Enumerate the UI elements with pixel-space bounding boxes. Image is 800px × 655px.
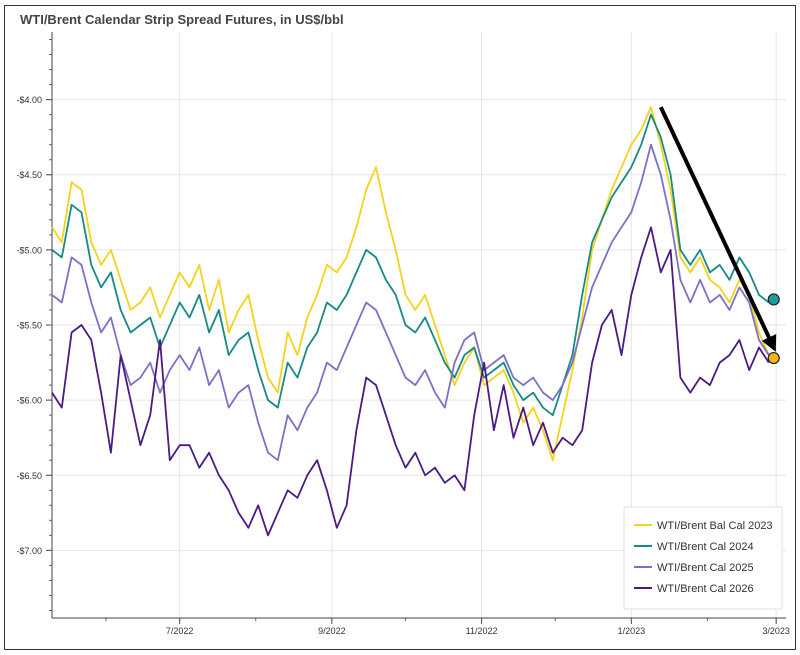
y-tick-label: -$4.50 [16, 170, 42, 180]
legend-label: WTI/Brent Cal 2026 [657, 583, 754, 595]
y-tick-label: -$4.00 [16, 95, 42, 105]
legend-label: WTI/Brent Cal 2025 [657, 562, 754, 574]
series-line [51, 226, 770, 537]
x-tick-label: 3/2023 [762, 626, 790, 636]
series-line [51, 113, 770, 417]
y-tick-label: -$5.50 [16, 321, 42, 331]
x-tick-label: 9/2022 [318, 626, 346, 636]
legend-label: WTI/Brent Cal 2024 [657, 541, 754, 553]
axes: -$4.00 -$4.50 -$5.00 -$5.50 -$6.00 -$6.50 -$7.… [16, 32, 790, 636]
y-tick-label: -$6.50 [16, 471, 42, 481]
trend-arrow [658, 106, 777, 352]
x-tick-label: 7/2022 [166, 626, 194, 636]
end-marker [767, 293, 780, 306]
series-line [51, 106, 770, 462]
chart-title: WTI/Brent Calendar Strip Spread Futures,… [20, 12, 344, 27]
series-line [51, 143, 770, 462]
legend-label: WTI/Brent Bal Cal 2023 [657, 520, 773, 532]
legend: WTI/Brent Bal Cal 2023 WTI/Brent Cal 2024… [623, 506, 783, 610]
y-tick-label: -$7.00 [16, 546, 42, 556]
end-marker [767, 351, 780, 365]
x-tick-label: 1/2023 [618, 626, 646, 636]
series-lines [51, 106, 770, 537]
y-tick-label: -$5.00 [16, 245, 42, 255]
y-tick-label: -$6.00 [16, 396, 42, 406]
x-tick-label: 11/2022 [466, 626, 498, 636]
annotations [658, 106, 780, 365]
